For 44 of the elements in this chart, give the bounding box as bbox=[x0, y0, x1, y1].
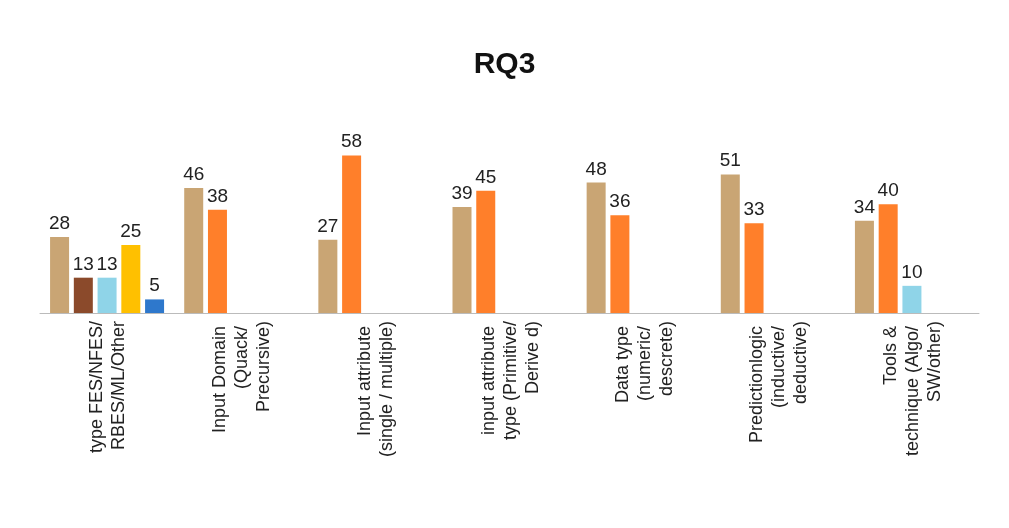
data-label: 13 bbox=[72, 252, 94, 274]
x-tick-label: Input Domain (Quack/ Precursive) bbox=[209, 321, 274, 434]
bar bbox=[97, 277, 117, 313]
data-label: 34 bbox=[853, 195, 876, 217]
bar bbox=[73, 277, 93, 313]
x-tick-label: type FES/NFES/RBES/ML/Other bbox=[86, 321, 129, 454]
bar bbox=[854, 220, 874, 313]
data-label: 45 bbox=[475, 165, 497, 187]
bar bbox=[586, 182, 606, 313]
bar bbox=[476, 190, 496, 313]
data-label: 25 bbox=[120, 220, 142, 242]
data-label: 5 bbox=[149, 274, 160, 296]
bar bbox=[452, 207, 472, 313]
bar bbox=[145, 299, 165, 313]
data-label: 33 bbox=[743, 198, 765, 220]
x-tick-label: Predictionlogic (inductive/ deductive) bbox=[745, 321, 810, 444]
chart-title: RQ3 bbox=[473, 45, 536, 79]
x-tick-label: Tools & technique (Algo/ SW/other) bbox=[879, 321, 944, 457]
data-label: 46 bbox=[183, 163, 205, 185]
bar bbox=[720, 174, 740, 313]
bar bbox=[318, 239, 338, 313]
bar bbox=[121, 245, 141, 313]
data-label: 48 bbox=[585, 157, 607, 179]
bar bbox=[610, 215, 630, 313]
data-label: 27 bbox=[317, 214, 339, 236]
x-tick-label: Data type (numeric/ descrete) bbox=[611, 321, 676, 404]
data-label: 36 bbox=[609, 190, 631, 212]
data-label: 38 bbox=[206, 184, 229, 206]
bar bbox=[184, 188, 204, 313]
data-label: 28 bbox=[49, 211, 71, 233]
data-label: 13 bbox=[96, 252, 118, 274]
bar bbox=[207, 209, 227, 313]
data-label: 51 bbox=[719, 149, 741, 171]
data-label: 39 bbox=[451, 182, 473, 204]
x-tick-label: input attribute type (Primitive/Derive d) bbox=[477, 321, 542, 441]
bar bbox=[744, 223, 764, 313]
bar bbox=[50, 236, 70, 313]
data-label: 58 bbox=[341, 130, 363, 152]
x-tick-label: Input attribute (single / multiple) bbox=[354, 321, 397, 458]
data-label: 40 bbox=[877, 179, 899, 201]
bar bbox=[878, 204, 898, 313]
bar bbox=[902, 285, 922, 313]
data-label: 10 bbox=[901, 260, 923, 282]
bar bbox=[342, 155, 362, 313]
